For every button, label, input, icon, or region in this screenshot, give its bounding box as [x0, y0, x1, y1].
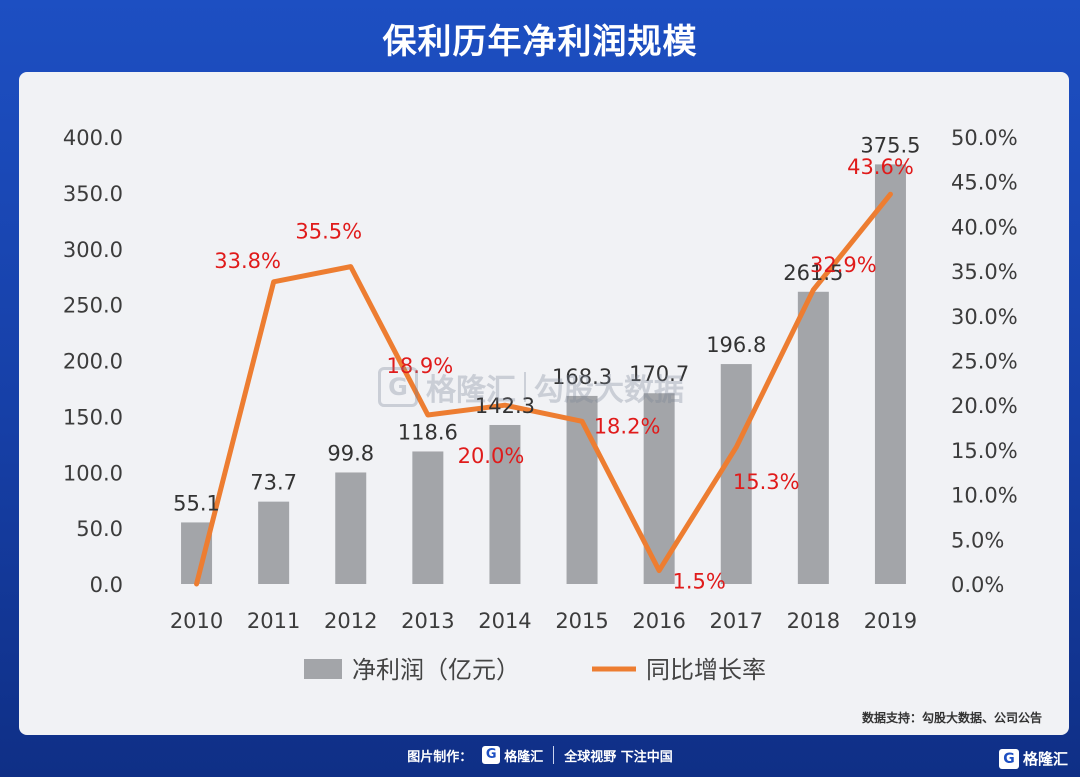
- growth-line: [194, 191, 893, 587]
- right-tick: 50.0%: [951, 126, 1018, 150]
- bar-2013: [412, 451, 444, 584]
- left-tick: 0.0: [90, 573, 123, 597]
- rate-value-label: 32.9%: [810, 253, 877, 277]
- right-axis: 0.0% 5.0% 10.0% 15.0% 20.0% 25.0% 30.0% 35.0% 40…: [951, 126, 1018, 597]
- watermark-brand: 格隆汇: [426, 373, 516, 408]
- bar-2018: [797, 291, 829, 584]
- bars-group: [181, 164, 906, 584]
- right-tick: 45.0%: [951, 171, 1018, 195]
- x-tick-2012: 2012: [324, 609, 377, 633]
- rate-value-label: 15.3%: [733, 470, 800, 494]
- x-tick-2013: 2013: [401, 609, 454, 633]
- rate-labels-group: 33.8% 35.5% 18.9% 20.0% 18.2% 1.5% 15.3% 32.9% 4…: [214, 155, 914, 593]
- legend-line-label: 同比增长率: [646, 656, 766, 684]
- watermark: G 格隆汇 勾股大数据: [378, 365, 684, 409]
- source-note: 数据支持：勾股大数据、公司公告: [861, 711, 1042, 725]
- rate-value-label: 33.8%: [214, 249, 281, 273]
- x-tick-2014: 2014: [478, 609, 531, 633]
- right-tick: 0.0%: [951, 573, 1004, 597]
- chart-title: 保利历年净利润规模: [382, 22, 698, 62]
- rate-value-label: 43.6%: [847, 155, 914, 179]
- right-tick: 20.0%: [951, 394, 1018, 418]
- x-tick-2018: 2018: [787, 609, 840, 633]
- left-tick: 250.0: [63, 294, 123, 318]
- bar-2019: [874, 164, 906, 584]
- bar-2015: [566, 395, 598, 584]
- left-axis: 0.0 50.0 100.0 150.0 200.0 250.0 300.0 350.0 400…: [63, 126, 123, 597]
- left-tick: 50.0: [76, 517, 123, 541]
- bar-value-label: 196.8: [706, 333, 766, 357]
- bar-value-label: 55.1: [173, 491, 220, 515]
- rate-value-label: 20.0%: [458, 444, 525, 468]
- bar-2012: [335, 472, 367, 584]
- rate-value-label: 35.5%: [295, 220, 362, 244]
- rate-value-label: 18.2%: [594, 414, 661, 438]
- watermark-text: 勾股大数据: [534, 373, 684, 408]
- watermark-logo-icon: G: [378, 367, 418, 407]
- footer-made-by: 图片制作：: [407, 749, 473, 765]
- rate-value-label: 1.5%: [672, 570, 725, 594]
- combo-chart: 0.0 50.0 100.0 150.0 200.0 250.0 300.0 350.0 400…: [63, 126, 1018, 684]
- x-tick-2019: 2019: [864, 609, 917, 633]
- left-tick: 200.0: [63, 350, 123, 374]
- bar-value-label: 375.5: [860, 133, 920, 157]
- bar-value-label: 168.3: [552, 365, 612, 389]
- chart-panel: 0.0 50.0 100.0 150.0 200.0 250.0 300.0 350.0 400…: [19, 72, 1069, 735]
- footer-slogan: 全球视野 下注中国: [564, 749, 673, 765]
- brand-logo-icon: G: [482, 746, 501, 764]
- footer-divider: [553, 746, 555, 764]
- x-tick-2017: 2017: [710, 609, 763, 633]
- bar-value-label: 73.7: [250, 471, 297, 495]
- left-tick: 100.0: [63, 461, 123, 485]
- legend-bar-label: 净利润（亿元）: [352, 656, 520, 684]
- bar-value-label: 99.8: [327, 441, 374, 465]
- right-tick: 15.0%: [951, 439, 1018, 463]
- bar-2017: [720, 364, 752, 584]
- corner-logo-icon: G: [998, 748, 1019, 769]
- x-tick-2015: 2015: [555, 609, 608, 633]
- x-tick-2010: 2010: [170, 609, 223, 633]
- corner-logo-text: 格隆汇: [1022, 750, 1068, 768]
- bar-2014: [489, 424, 521, 584]
- left-tick: 150.0: [63, 405, 123, 429]
- left-tick: 400.0: [63, 126, 123, 150]
- bar-2011: [258, 501, 290, 584]
- right-tick: 5.0%: [951, 528, 1004, 552]
- legend-bar-swatch: [304, 659, 342, 679]
- right-tick: 10.0%: [951, 484, 1018, 508]
- x-tick-2016: 2016: [632, 609, 685, 633]
- bar-value-label: 142.3: [475, 394, 535, 418]
- x-tick-2011: 2011: [247, 609, 300, 633]
- left-tick: 300.0: [63, 238, 123, 262]
- growth-line-group: [194, 191, 893, 587]
- right-tick: 35.0%: [951, 260, 1018, 284]
- right-tick: 30.0%: [951, 305, 1018, 329]
- right-tick: 40.0%: [951, 215, 1018, 239]
- watermark-divider: [524, 372, 526, 402]
- right-tick: 25.0%: [951, 350, 1018, 374]
- x-axis: 2010 2011 2012 2013 2014 2015 2016 2017 2018 2019: [170, 609, 917, 633]
- bar-labels-group: 55.1 73.7 99.8 118.6 142.3 168.3 170.7 196.8 261…: [173, 133, 920, 515]
- footer-brand: 格隆汇: [504, 749, 544, 765]
- bar-value-label: 170.7: [629, 362, 689, 386]
- legend: 净利润（亿元） 同比增长率: [304, 656, 766, 684]
- footer-logo: G 格隆汇: [482, 746, 543, 765]
- rate-value-label: 18.9%: [386, 354, 453, 378]
- left-tick: 350.0: [63, 182, 123, 206]
- corner-logo: G 格隆汇: [998, 748, 1068, 769]
- bar-value-label: 118.6: [398, 420, 458, 444]
- bar-value-label: 261.5: [783, 261, 843, 285]
- footer: 图片制作： G 格隆汇 全球视野 下注中国: [0, 744, 1080, 766]
